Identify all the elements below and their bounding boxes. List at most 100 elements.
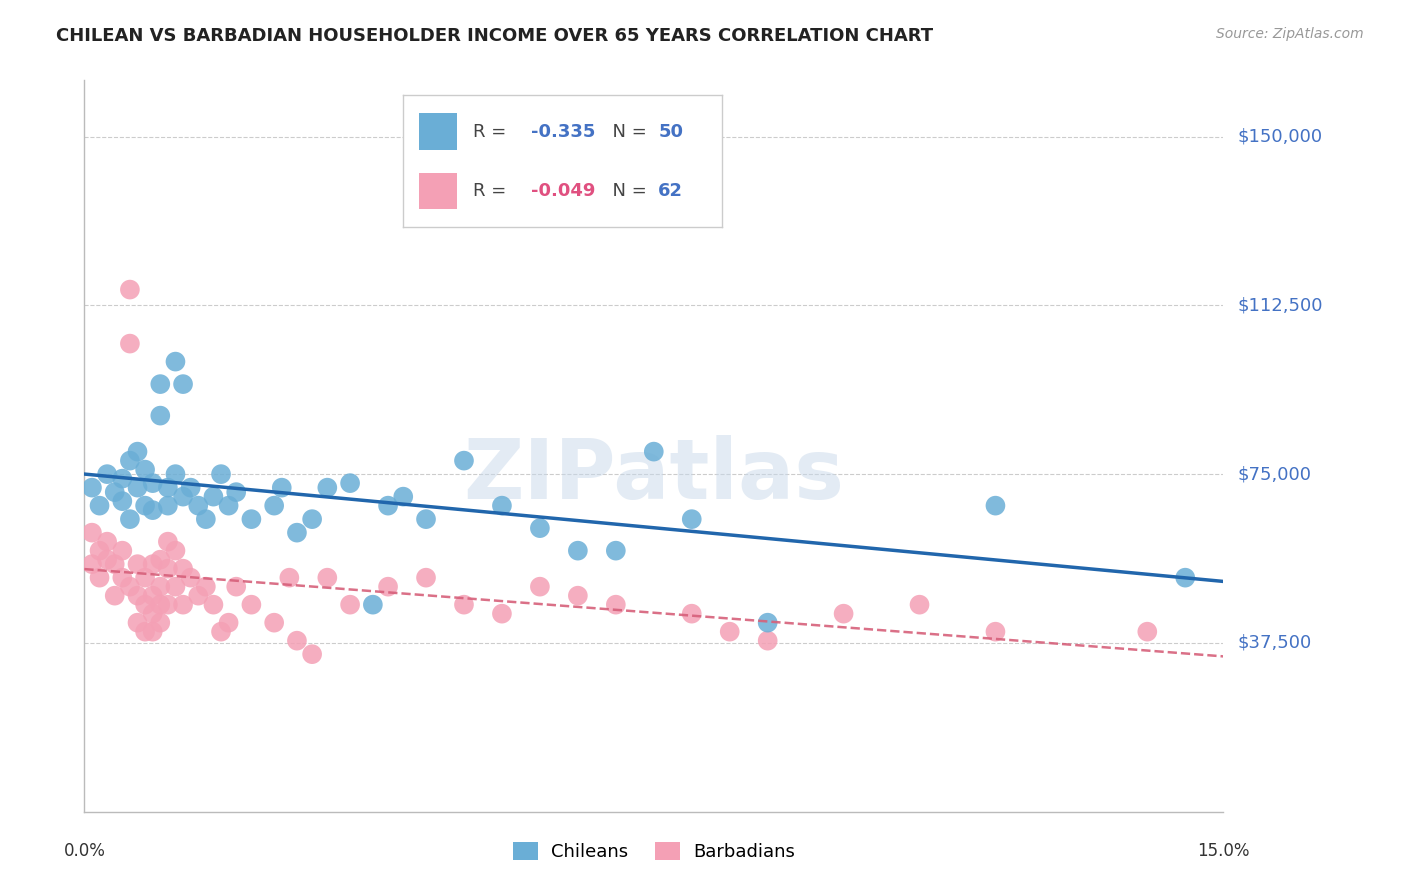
Point	[134, 598, 156, 612]
Point	[202, 490, 225, 504]
Point	[984, 624, 1007, 639]
Point	[149, 409, 172, 423]
Point	[285, 525, 308, 540]
Point	[172, 562, 194, 576]
Point	[156, 481, 179, 495]
Point	[453, 453, 475, 467]
Point	[453, 598, 475, 612]
Point	[134, 624, 156, 639]
Point	[142, 476, 165, 491]
Text: 15.0%: 15.0%	[1197, 842, 1250, 860]
Point	[529, 521, 551, 535]
Text: $75,000: $75,000	[1237, 465, 1312, 483]
Point	[104, 485, 127, 500]
Point	[316, 481, 339, 495]
Point	[89, 543, 111, 558]
Point	[165, 543, 187, 558]
Point	[491, 499, 513, 513]
Point	[567, 589, 589, 603]
Point	[218, 615, 240, 630]
Point	[180, 481, 202, 495]
Point	[832, 607, 855, 621]
Point	[605, 543, 627, 558]
Point	[127, 444, 149, 458]
Point	[96, 552, 118, 566]
Point	[984, 499, 1007, 513]
Point	[111, 543, 134, 558]
Point	[80, 557, 103, 571]
Point	[165, 580, 187, 594]
Point	[681, 607, 703, 621]
Point	[96, 534, 118, 549]
Point	[756, 633, 779, 648]
Point	[156, 598, 179, 612]
Point	[1174, 571, 1197, 585]
Point	[1136, 624, 1159, 639]
Text: ZIPatlas: ZIPatlas	[464, 434, 844, 516]
Point	[339, 598, 361, 612]
Point	[127, 481, 149, 495]
Point	[80, 525, 103, 540]
Point	[218, 499, 240, 513]
Point	[149, 580, 172, 594]
Point	[172, 598, 194, 612]
Point	[142, 607, 165, 621]
Point	[118, 336, 141, 351]
Point	[118, 512, 141, 526]
Point	[415, 512, 437, 526]
Point	[149, 598, 172, 612]
Point	[118, 580, 141, 594]
Text: $150,000: $150,000	[1237, 128, 1322, 145]
Point	[149, 377, 172, 392]
Point	[605, 598, 627, 612]
Point	[908, 598, 931, 612]
Point	[316, 571, 339, 585]
Point	[240, 598, 263, 612]
Point	[96, 467, 118, 482]
Point	[377, 499, 399, 513]
Point	[156, 534, 179, 549]
Point	[80, 481, 103, 495]
Point	[149, 615, 172, 630]
Point	[339, 476, 361, 491]
Text: $112,500: $112,500	[1237, 296, 1323, 314]
Point	[278, 571, 301, 585]
Point	[149, 552, 172, 566]
Point	[134, 571, 156, 585]
Point	[270, 481, 292, 495]
Point	[301, 647, 323, 661]
Point	[194, 512, 217, 526]
Point	[225, 485, 247, 500]
Point	[567, 543, 589, 558]
Point	[180, 571, 202, 585]
Point	[165, 354, 187, 368]
Point	[285, 633, 308, 648]
Point	[301, 512, 323, 526]
Point	[172, 377, 194, 392]
Point	[165, 467, 187, 482]
Point	[127, 589, 149, 603]
Point	[643, 444, 665, 458]
Point	[127, 615, 149, 630]
Point	[202, 598, 225, 612]
Point	[491, 607, 513, 621]
Point	[104, 589, 127, 603]
Point	[142, 557, 165, 571]
Text: 0.0%: 0.0%	[63, 842, 105, 860]
Point	[756, 615, 779, 630]
Point	[134, 462, 156, 476]
Point	[172, 490, 194, 504]
Point	[681, 512, 703, 526]
Point	[377, 580, 399, 594]
Point	[142, 589, 165, 603]
Text: CHILEAN VS BARBADIAN HOUSEHOLDER INCOME OVER 65 YEARS CORRELATION CHART: CHILEAN VS BARBADIAN HOUSEHOLDER INCOME …	[56, 27, 934, 45]
Point	[89, 499, 111, 513]
Point	[89, 571, 111, 585]
Point	[361, 598, 384, 612]
Point	[142, 503, 165, 517]
Point	[209, 467, 232, 482]
Text: Source: ZipAtlas.com: Source: ZipAtlas.com	[1216, 27, 1364, 41]
Point	[111, 494, 134, 508]
Point	[127, 557, 149, 571]
Point	[118, 283, 141, 297]
